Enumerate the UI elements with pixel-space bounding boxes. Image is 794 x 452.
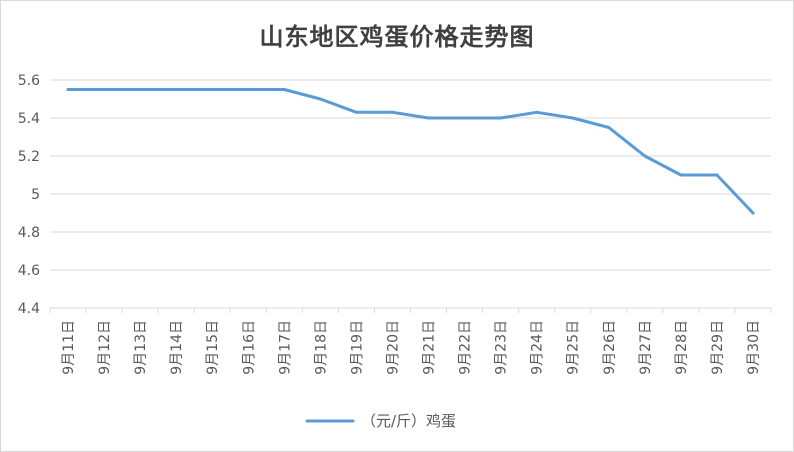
legend-label: （元/斤）鸡蛋 [361,412,456,430]
data-point [390,110,394,114]
x-tick-label: 9月27日 [638,320,654,375]
x-tick-label: 9月11日 [61,320,77,375]
y-tick-label: 4.6 [18,263,40,279]
data-point [571,116,575,120]
data-point [246,88,250,91]
x-tick-label: 9月19日 [349,320,365,375]
data-point [318,97,322,101]
x-tick-label: 9月15日 [205,320,221,375]
chart-title: 山东地区鸡蛋价格走势图 [259,22,535,51]
y-tick-label: 5.2 [18,149,40,165]
x-tick-label: 9月24日 [530,320,546,375]
x-tick-label: 9月23日 [494,320,510,375]
data-point [282,88,286,91]
x-tick-label: 9月25日 [566,320,582,375]
y-tick-label: 4.4 [18,301,40,317]
x-tick-label: 9月14日 [169,320,185,375]
data-point [751,211,755,215]
data-point [643,154,647,158]
x-tick-label: 9月30日 [746,320,762,375]
data-point [138,88,142,91]
x-tick-label: 9月20日 [385,320,401,375]
x-tick-label: 9月16日 [241,320,257,375]
data-point [607,126,611,129]
data-point [210,88,214,91]
x-tick-label: 9月29日 [710,320,726,375]
data-point [102,88,106,91]
data-point [499,116,503,120]
data-point [427,116,431,120]
y-tick-label: 4.8 [18,225,40,241]
data-point [715,173,719,177]
data-point [174,88,178,91]
x-tick-label: 9月22日 [458,320,474,375]
y-tick-label: 5.6 [18,73,40,89]
y-tick-label: 5 [31,187,40,203]
y-tick-label: 5.4 [18,111,40,127]
data-point [66,88,70,91]
x-tick-label: 9月21日 [422,320,438,375]
x-tick-label: 9月28日 [674,320,690,375]
data-point [535,110,539,114]
x-tick-label: 9月17日 [277,320,293,375]
x-tick-label: 9月18日 [313,320,329,375]
data-point [354,110,358,114]
data-point [463,116,467,120]
series-line [66,88,755,215]
x-tick-label: 9月12日 [97,320,113,375]
x-tick-label: 9月13日 [133,320,149,375]
data-point [679,173,683,177]
x-tick-label: 9月26日 [602,320,618,375]
